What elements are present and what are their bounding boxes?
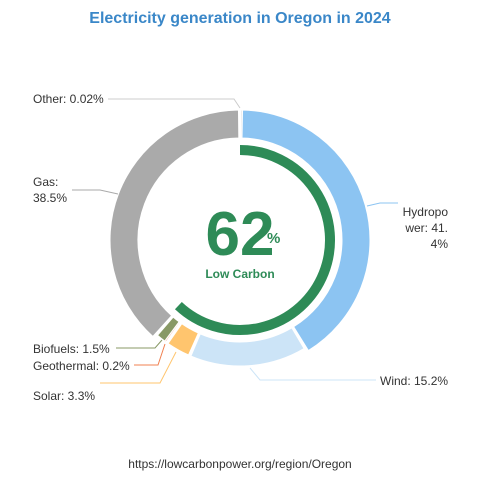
label-solar: Solar: 3.3% [33,389,96,403]
slice-other[interactable] [240,109,244,139]
label-biofuels: Biofuels: 1.5% [33,342,110,356]
leader-line-wind [249,367,376,381]
chart-title: Electricity generation in Oregon in 2024 [89,10,391,27]
source-url[interactable]: https://lowcarbonpower.org/region/Oregon [128,457,352,471]
slice-hydropower[interactable] [240,109,371,352]
leader-line-solar [100,351,177,384]
slice-gas[interactable] [109,109,240,337]
low-carbon-value: 62 [190,200,290,270]
label-wind: Wind: 15.2% [380,374,449,388]
low-carbon-arc [174,145,335,335]
leader-line-other [108,98,241,109]
low-carbon-percent: 62 [205,200,275,269]
leader-line-hydropower [366,202,398,207]
low-carbon-label: Low Carbon [205,267,275,281]
low-carbon-unit: % [267,230,281,247]
leader-line-gas [72,189,119,195]
label-other: Other: 0.02% [33,92,104,106]
label-hydropower: Hydropower: 41.4% [402,205,448,251]
leader-line-biofuels [116,339,163,349]
label-geothermal: Geothermal: 0.2% [33,359,130,373]
label-gas: Gas: 38.5% [33,175,68,205]
slice-solar[interactable] [167,323,199,356]
leader-line-geothermal [134,343,166,366]
slice-wind[interactable] [190,327,305,367]
slice-biofuels[interactable] [157,316,180,342]
